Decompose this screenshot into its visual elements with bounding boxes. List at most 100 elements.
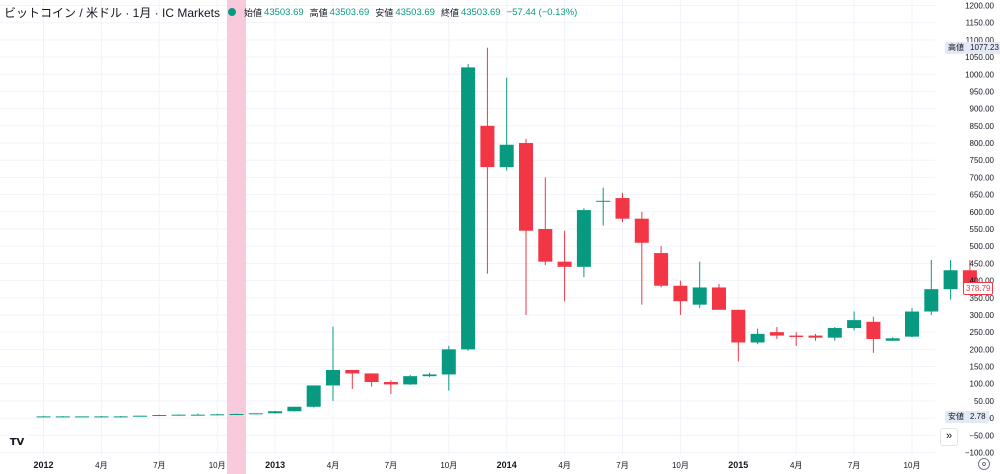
price-axis[interactable]: 1200.00 1150.00 1100.00 1050.00 1000.00 950.0… — [965, 2, 995, 458]
candle-body — [248, 413, 263, 415]
candle-body — [808, 335, 823, 338]
candle-body — [499, 144, 514, 168]
candles — [36, 47, 977, 418]
y-tick-label: −50.00 — [969, 431, 994, 440]
open-label: 始値 — [244, 7, 263, 18]
y-tick-label: 550.00 — [970, 225, 995, 234]
x-tick-label: 7月 — [153, 461, 165, 470]
candle-body — [113, 416, 128, 418]
candle-body — [943, 270, 958, 290]
y-tick-label: 1000.00 — [965, 70, 994, 79]
candle-body — [905, 311, 919, 337]
low-marker-label: 安値 — [948, 412, 964, 422]
y-tick-label: 750.00 — [970, 156, 995, 165]
x-tick-label: 2012 — [33, 460, 53, 470]
y-tick-label: 250.00 — [970, 328, 995, 337]
y-tick-label: 350.00 — [970, 294, 995, 303]
x-tick-label: 7月 — [616, 461, 628, 470]
candle-body — [712, 287, 726, 310]
candle-body — [789, 335, 804, 337]
x-tick-label: 10月 — [440, 461, 457, 470]
close-label: 終値 — [440, 7, 459, 18]
highlight-band-rect — [227, 0, 246, 474]
candle-body — [654, 253, 669, 286]
candle-body — [731, 309, 746, 343]
candle-body — [615, 198, 630, 219]
candle-body — [827, 328, 842, 338]
y-tick-label: 300.00 — [970, 311, 995, 320]
high-marker-value: 1077.23 — [970, 42, 999, 52]
low-marker-value: 2.78 — [970, 412, 986, 422]
candle-body — [133, 415, 147, 417]
candle-body — [210, 414, 225, 416]
last-price-label: 378.79 — [963, 281, 994, 295]
y-tick-label: 150.00 — [970, 363, 995, 372]
low-label: 安値 — [375, 7, 394, 18]
candle-body — [190, 414, 205, 416]
change-value: −57.44 (−0.13%) — [506, 6, 578, 18]
x-tick-label: 10月 — [904, 461, 921, 470]
y-tick-label: 100.00 — [970, 380, 995, 389]
candle-body — [229, 413, 244, 415]
candle-body — [36, 416, 51, 418]
candle-body — [885, 338, 900, 341]
candle-body — [924, 289, 939, 312]
highlight-band — [227, 0, 246, 474]
symbol-title[interactable]: ビットコイン / 米ドル · 1月 · IC Markets — [4, 5, 221, 20]
candle-body — [55, 416, 70, 418]
tradingview-logo[interactable]: TV — [6, 434, 28, 452]
x-tick-label: 4月 — [558, 461, 570, 470]
market-status-icon — [228, 8, 237, 16]
y-tick-label: 200.00 — [970, 345, 995, 354]
y-tick-label: 950.00 — [970, 87, 995, 96]
high-marker-label: 高値 — [948, 42, 964, 52]
candle-body — [519, 143, 533, 231]
candle-body — [461, 67, 476, 350]
y-tick-label: 1150.00 — [966, 19, 995, 28]
x-tick-label: 4月 — [790, 461, 802, 470]
candle-body — [75, 416, 90, 418]
y-tick-label: 800.00 — [970, 139, 995, 148]
candle-body — [769, 332, 784, 336]
close-value: 43503.69 — [460, 6, 501, 18]
y-tick-label: 500.00 — [970, 242, 995, 251]
y-tick-label: 450.00 — [970, 259, 995, 268]
candle-body — [596, 200, 611, 202]
candle-body — [673, 285, 688, 302]
candle-body — [750, 333, 765, 343]
high-value: 43503.69 — [329, 6, 370, 18]
candle-body — [866, 321, 881, 340]
candle-body — [364, 373, 379, 383]
open-value: 43503.69 — [264, 6, 304, 18]
high-label: 高値 — [309, 7, 328, 18]
candle-body — [692, 287, 707, 305]
time-axis[interactable]: 2012 4月 7月 10月 2013 4月 7月 10月 2014 4月 7月 10月 2015 4月 7… — [33, 460, 920, 470]
x-tick-label: 2014 — [497, 460, 517, 470]
settings-icon[interactable] — [978, 458, 990, 470]
candle-body — [576, 210, 591, 267]
y-tick-label: 900.00 — [970, 105, 995, 114]
candle-body — [441, 349, 456, 375]
x-tick-label: 7月 — [385, 461, 397, 470]
x-tick-label: 10月 — [209, 461, 226, 470]
x-tick-label: 2013 — [265, 460, 285, 470]
y-tick-label: 1200.00 — [965, 2, 994, 11]
candle-body — [557, 261, 572, 267]
candle-body — [383, 382, 398, 385]
candle-body — [480, 125, 495, 168]
y-tick-label: 650.00 — [970, 191, 995, 200]
candle-body — [326, 369, 340, 386]
scroll-to-realtime-button[interactable]: » — [940, 428, 958, 446]
x-tick-label: 4月 — [95, 461, 107, 470]
candle-body — [422, 374, 437, 377]
x-tick-label: 2015 — [728, 460, 748, 470]
y-tick-label: 700.00 — [970, 173, 995, 182]
y-tick-label: −100.00 — [965, 449, 995, 458]
candle-body — [94, 416, 109, 418]
candle-body — [403, 376, 418, 385]
candle-body — [152, 415, 167, 417]
candle-body — [345, 369, 360, 374]
y-tick-label: 1100.00 — [966, 36, 995, 45]
y-tick-label: 850.00 — [970, 122, 995, 131]
